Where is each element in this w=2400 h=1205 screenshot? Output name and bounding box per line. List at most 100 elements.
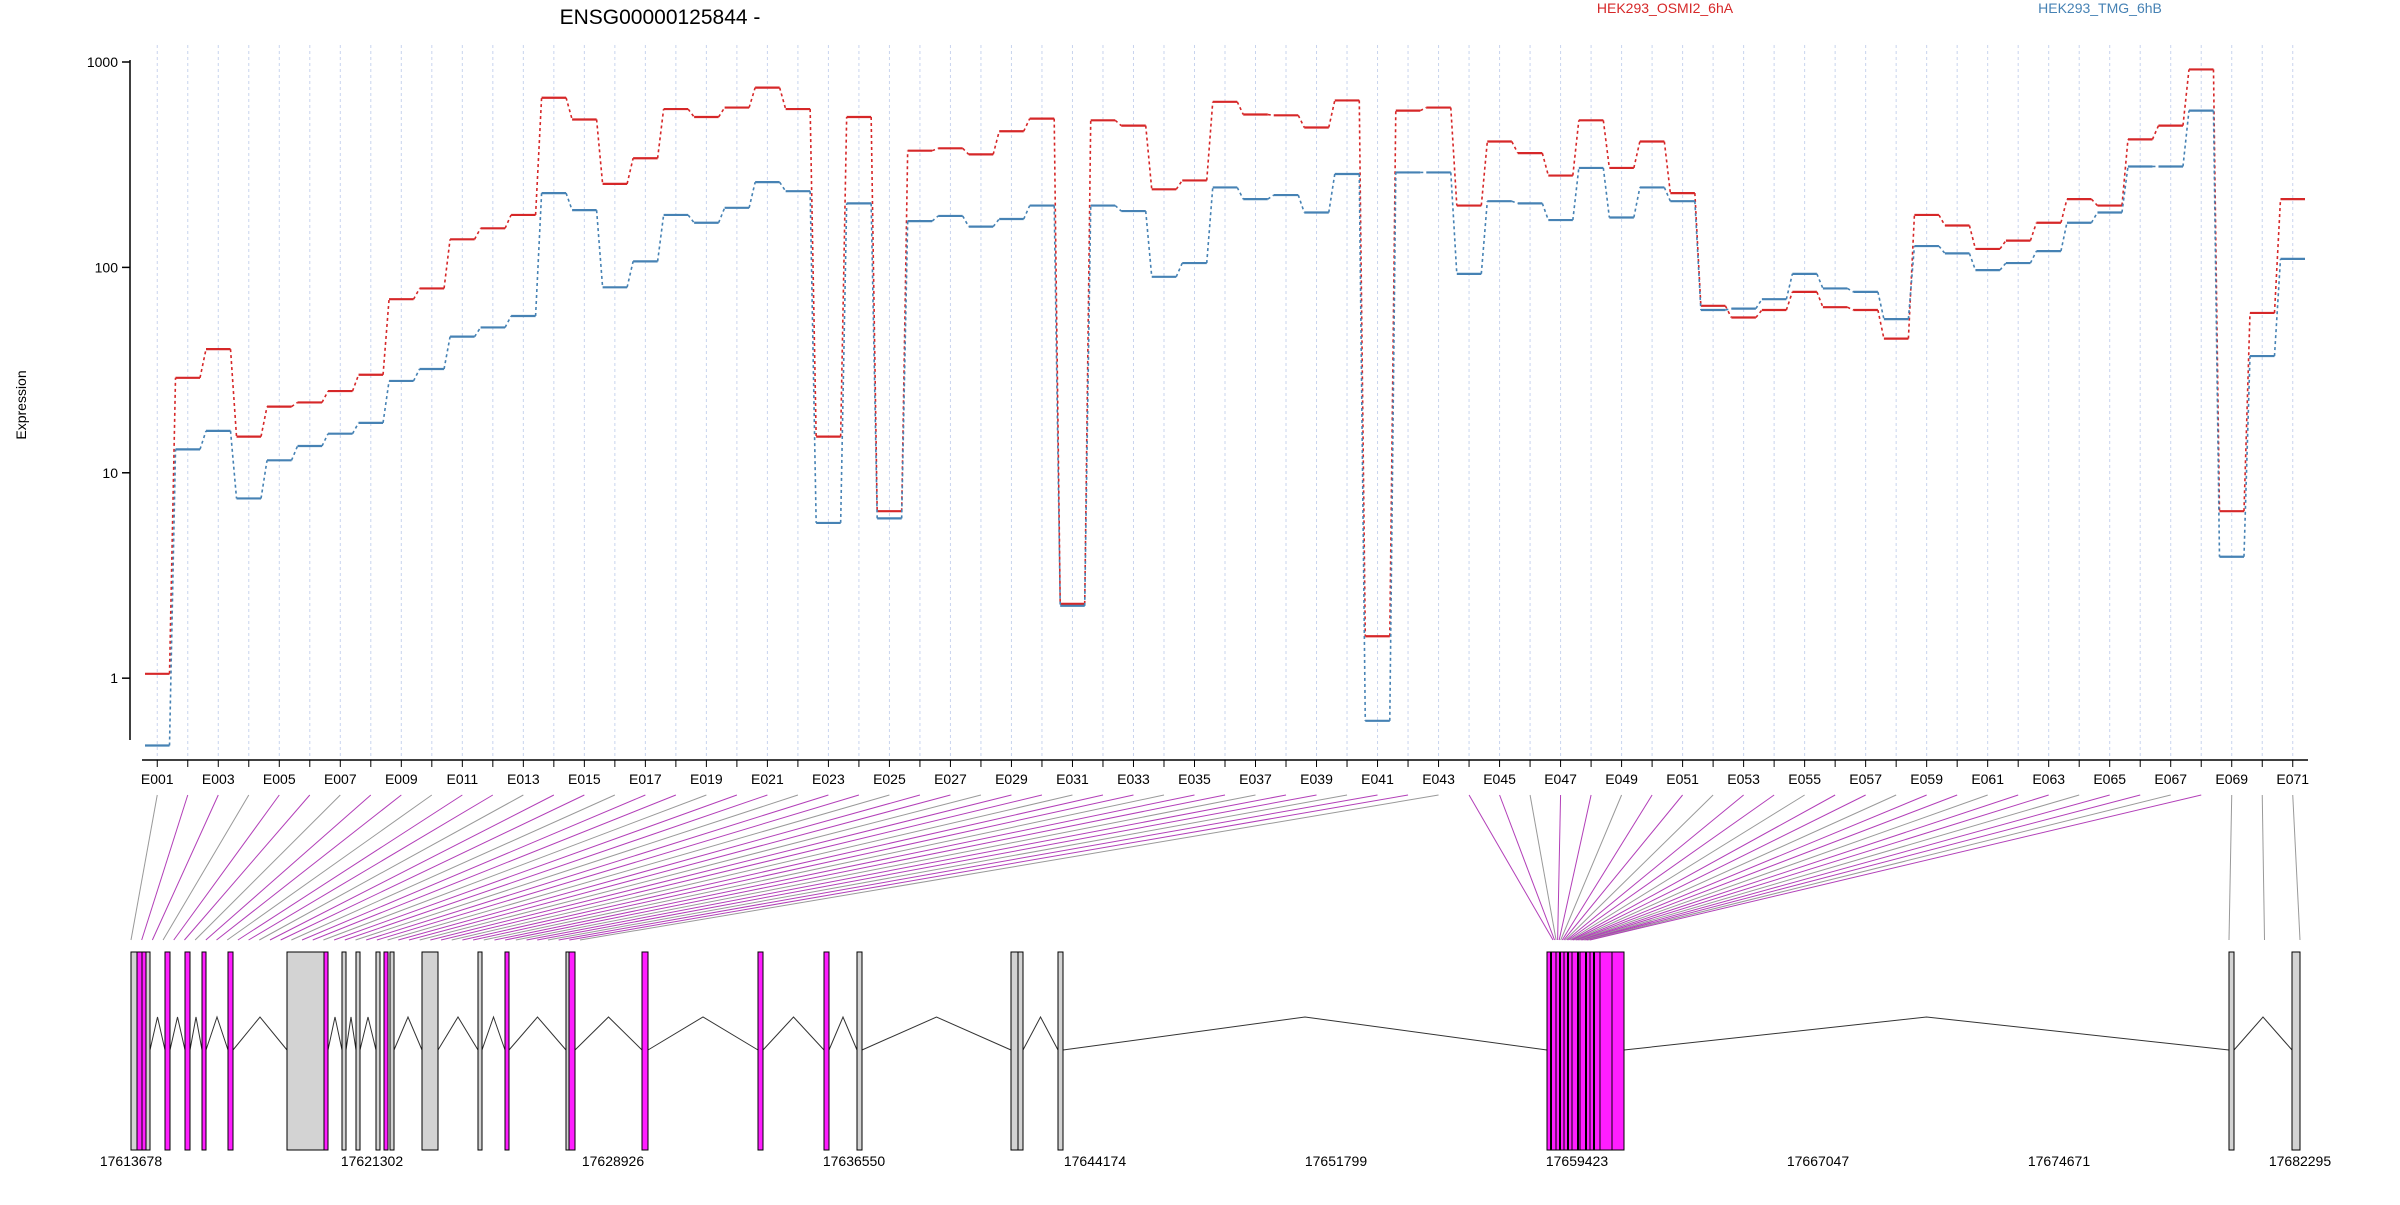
intron (169, 1016, 186, 1051)
series-1-connector (1633, 141, 1641, 169)
exon-connector (1575, 794, 1927, 941)
series-2-connector (1602, 167, 1611, 218)
series-2-connector (168, 449, 177, 746)
series-1-connector (931, 147, 939, 152)
exon-connector (344, 794, 768, 941)
exon-connector (301, 794, 646, 941)
exon-connector (1566, 794, 1744, 941)
exon-expressed (757, 951, 764, 1151)
exon-connector (1563, 794, 1683, 941)
series-2-connector (1327, 173, 1336, 213)
series-1-connector (1144, 125, 1153, 190)
series-2-connector (473, 327, 482, 338)
series-1-connector (351, 374, 360, 392)
intron (828, 1015, 858, 1051)
series-2-connector (1633, 187, 1641, 218)
genomic-tick-label: 17613678 (100, 1153, 163, 1169)
series-1-connector (2090, 198, 2099, 207)
series-1-connector (1480, 141, 1489, 206)
x-tick-label: E027 (934, 771, 967, 787)
series-1-connector (1450, 107, 1458, 206)
series-1-connector (168, 377, 177, 674)
series-2-connector (1236, 187, 1244, 200)
exon-connector (376, 794, 860, 941)
series-2-connector (1267, 194, 1275, 200)
series-2-connector (412, 368, 421, 382)
exon-connector (280, 794, 585, 941)
x-tick-label: E045 (1483, 771, 1516, 787)
series-2-connector (656, 214, 665, 262)
gene-model (130, 951, 2301, 1151)
series-1-connector (504, 214, 512, 229)
genomic-tick-label: 17659423 (1546, 1153, 1609, 1169)
exon-connector (184, 794, 311, 941)
series-1-connector (1419, 106, 1427, 112)
series-2-connector (1053, 205, 1062, 606)
series-2-connector (1663, 187, 1672, 202)
series-2-connector (1358, 173, 1367, 721)
series-1-connector (1847, 306, 1854, 311)
exon-connector (1585, 794, 2110, 941)
series-1-connector (1267, 113, 1274, 117)
legend-series-2: HEK293_TMG_6hB (2038, 0, 2162, 16)
exon-connector (494, 794, 1195, 941)
x-tick-label: E003 (202, 771, 235, 787)
series-1-connector (382, 299, 390, 375)
series-2-connector (1022, 205, 1031, 220)
series-2-connector (1694, 201, 1702, 311)
series-1-connector (1999, 240, 2007, 250)
exon-connector (1582, 794, 2049, 941)
series-2-connector (2212, 110, 2221, 557)
intron (1022, 1015, 1059, 1051)
series-1-connector (962, 147, 970, 155)
exon-connector (419, 794, 982, 941)
legend-series-1: HEK293_OSMI2_6hA (1597, 0, 1734, 16)
series-2-connector (870, 203, 878, 519)
x-tick-label: E015 (568, 771, 601, 787)
series-2-connector (1755, 298, 1763, 310)
exon-not-expressed (421, 951, 439, 1151)
series-1-connector (656, 108, 665, 159)
series-1-connector (1877, 309, 1885, 339)
x-tick-label: E007 (324, 771, 357, 787)
series-2-connector (534, 193, 543, 317)
series-2-connector (1144, 211, 1153, 277)
exon-connector (1577, 794, 1958, 941)
exon-connector (430, 794, 1012, 941)
series-1-connector (1968, 225, 1977, 250)
x-tick-label: E055 (1788, 771, 1821, 787)
x-tick-label: E009 (385, 771, 418, 787)
exon-connector (558, 794, 1378, 941)
exon-not-expressed (145, 951, 151, 1151)
series-1-connector (473, 227, 482, 240)
x-tick-label: E035 (1178, 771, 1211, 787)
series-2-connector (1480, 201, 1489, 274)
intron (393, 1015, 423, 1051)
series-1-connector (1938, 214, 1946, 226)
exon-expressed (823, 951, 830, 1151)
exon-connector (205, 794, 372, 941)
series-1-connector (809, 109, 817, 437)
exon-connector (173, 794, 280, 941)
x-tick-label: E011 (446, 771, 478, 787)
x-tick-label: E053 (1727, 771, 1760, 787)
exon-connector (1586, 794, 2141, 941)
series-1-connector (687, 108, 695, 118)
series-2-connector (565, 192, 573, 211)
x-tick-label: E043 (1422, 771, 1455, 787)
series-2-connector (1541, 203, 1550, 221)
series-1-connector (229, 349, 238, 437)
series-2-connector (717, 207, 726, 224)
exon-connector (1561, 794, 1653, 941)
series-1-connector (1816, 291, 1824, 308)
x-tick-label: E033 (1117, 771, 1150, 787)
intron (189, 1016, 203, 1051)
exon-not-expressed (2228, 951, 2235, 1151)
intron (345, 1016, 357, 1051)
exon-connector (216, 794, 402, 941)
series-1-connector (1572, 120, 1580, 176)
series-1-connector (1602, 120, 1611, 169)
exon-gridlines (156, 45, 2294, 760)
genomic-tick-label: 17651799 (1305, 1153, 1368, 1169)
